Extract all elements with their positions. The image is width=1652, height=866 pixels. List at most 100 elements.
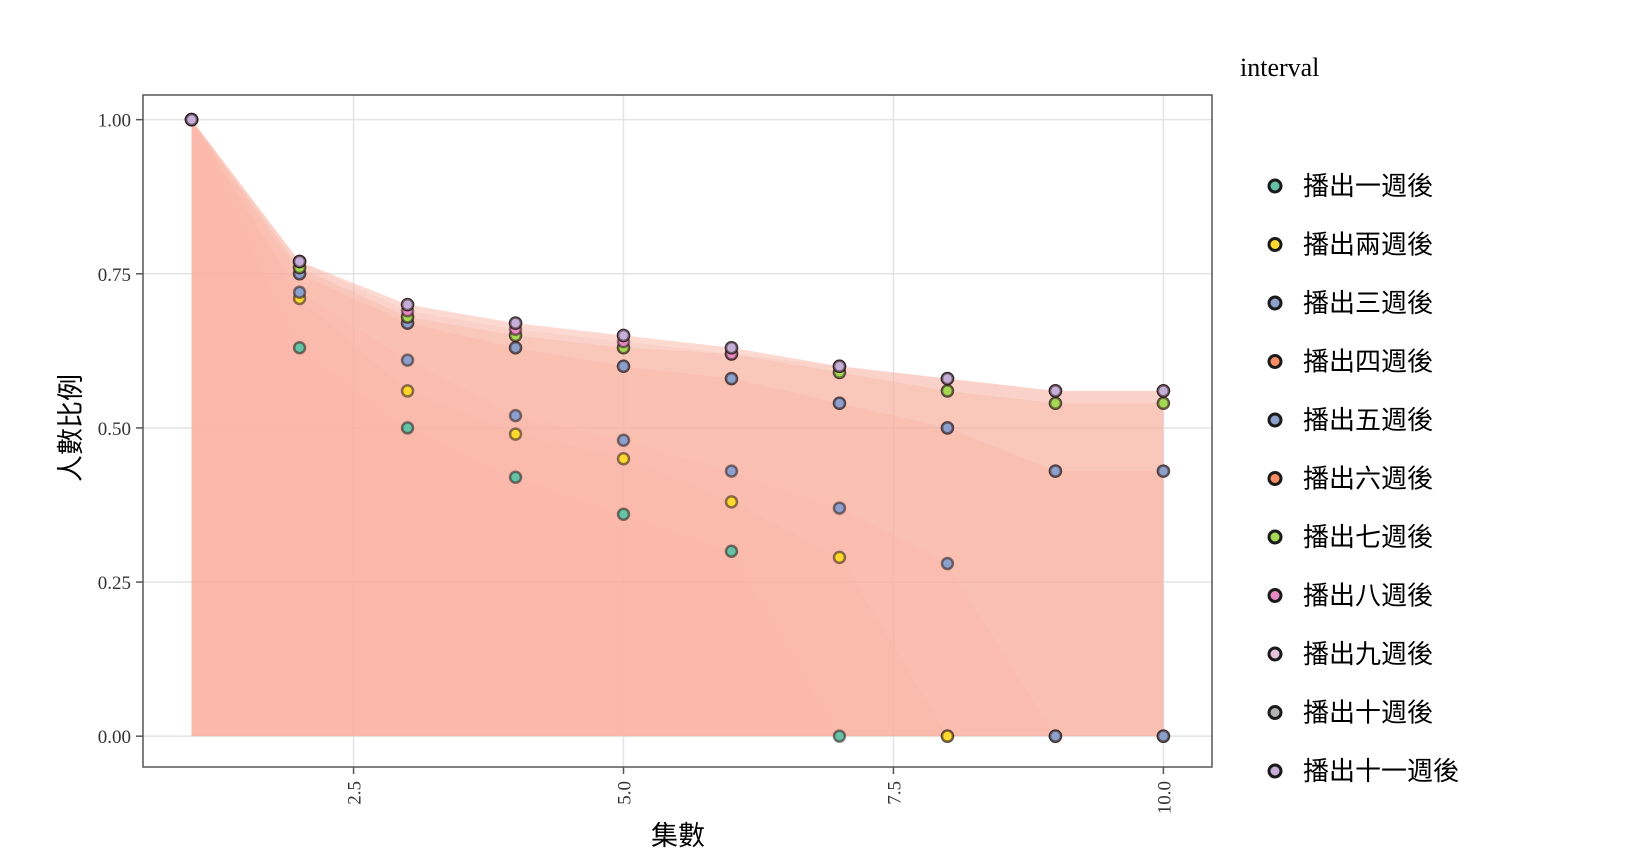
legend-item: 播出三週後	[1267, 289, 1433, 319]
legend-item: 播出兩週後	[1267, 231, 1433, 261]
data-point	[400, 297, 415, 312]
legend-label: 播出九週後	[1303, 640, 1433, 670]
data-point	[940, 729, 955, 743]
legend-key	[1267, 178, 1283, 194]
data-point	[1156, 729, 1171, 743]
legend-item: 播出十週後	[1267, 699, 1433, 729]
data-point	[508, 427, 523, 441]
x-tick-label: 10.0	[1154, 781, 1175, 814]
point-series-3	[184, 112, 1171, 743]
y-tick-label: 0.25	[98, 573, 131, 594]
legend-key	[1267, 295, 1283, 311]
legend-item: 播出十一週後	[1267, 757, 1459, 787]
legend-item: 播出五週後	[1267, 406, 1433, 436]
data-point	[724, 371, 739, 386]
y-axis-title: 人數比例	[56, 374, 87, 482]
data-point	[1048, 729, 1063, 743]
area-series-3	[191, 119, 1164, 737]
y-tick-label: 0.00	[98, 727, 131, 748]
data-point	[1048, 396, 1063, 411]
legend-key	[1267, 237, 1283, 252]
data-point	[724, 544, 739, 558]
legend-item: 播出八週後	[1267, 582, 1433, 612]
area-series-1	[191, 119, 1164, 737]
x-tick-label: 7.5	[884, 781, 905, 805]
legend-key	[1267, 471, 1283, 486]
data-point	[724, 464, 739, 478]
data-point	[832, 359, 847, 374]
data-point	[1156, 396, 1171, 411]
legend-label: 播出八週後	[1303, 582, 1433, 612]
y-tick-label: 1.00	[98, 111, 131, 132]
data-point	[292, 341, 307, 355]
data-point	[400, 353, 415, 367]
data-point	[724, 495, 739, 509]
legend-label: 播出五週後	[1303, 406, 1433, 436]
point-series-11	[184, 112, 1171, 398]
data-point	[508, 341, 523, 355]
y-tick-label: 0.75	[98, 265, 131, 286]
x-tick-label: 2.5	[345, 781, 366, 805]
panel-border	[142, 94, 1213, 768]
area-series-11	[191, 119, 1164, 737]
legend: interval 播出一週後播出兩週後播出三週後播出四週後播出五週後播出六週後播…	[1240, 53, 1459, 787]
data-point	[1048, 384, 1063, 398]
data-point	[1156, 384, 1171, 398]
legend-label: 播出兩週後	[1303, 231, 1433, 261]
data-point	[832, 550, 847, 565]
data-point	[616, 451, 631, 466]
legend-label: 播出十一週後	[1303, 757, 1459, 787]
data-point	[832, 396, 847, 411]
data-point	[292, 254, 307, 269]
data-point	[940, 421, 955, 435]
data-point	[616, 433, 631, 447]
data-point	[184, 112, 199, 127]
area-series-7	[191, 119, 1164, 737]
legend-item: 播出七週後	[1267, 523, 1433, 553]
legend-key	[1267, 412, 1283, 428]
area-series-5	[191, 119, 1164, 737]
data-point	[940, 384, 955, 398]
grid-lines	[143, 95, 1212, 767]
legend-label: 播出三週後	[1303, 289, 1433, 319]
data-point	[508, 408, 523, 423]
legend-key	[1267, 705, 1283, 720]
legend-key	[1267, 354, 1283, 369]
legend-item: 播出六週後	[1267, 465, 1433, 495]
data-point	[724, 341, 739, 355]
data-point	[616, 507, 631, 521]
data-point	[832, 729, 847, 743]
area-layers	[191, 119, 1164, 737]
legend-title: interval	[1240, 53, 1319, 82]
legend-key	[1267, 646, 1283, 662]
legend-label: 播出六週後	[1303, 465, 1433, 495]
x-tick-label: 5.0	[615, 781, 636, 805]
legend-item: 播出九週後	[1267, 640, 1433, 670]
y-axis: 0.00 0.25 0.50 0.75 1.00	[98, 111, 143, 748]
x-axis-title: 集數	[651, 821, 705, 852]
data-point	[292, 285, 307, 300]
area-series-4	[191, 119, 1164, 737]
area-series-10	[191, 119, 1164, 737]
data-point	[1156, 464, 1171, 478]
area-series-6	[191, 119, 1164, 737]
legend-label: 播出一週後	[1303, 172, 1433, 202]
legend-key	[1267, 588, 1283, 603]
legend-key	[1267, 529, 1283, 545]
data-point	[1048, 464, 1063, 478]
area-series-8	[191, 119, 1164, 737]
data-point	[508, 470, 523, 484]
data-point	[616, 359, 631, 374]
legend-key	[1267, 763, 1283, 779]
legend-item: 播出一週後	[1267, 172, 1433, 202]
legend-item: 播出四週後	[1267, 348, 1433, 378]
data-points	[184, 112, 1171, 743]
legend-label: 播出十週後	[1303, 699, 1433, 729]
data-point	[616, 328, 631, 343]
data-point	[400, 421, 415, 435]
data-point	[400, 384, 415, 398]
area-series-9	[191, 119, 1164, 737]
data-point	[508, 316, 523, 330]
data-point	[940, 556, 955, 571]
